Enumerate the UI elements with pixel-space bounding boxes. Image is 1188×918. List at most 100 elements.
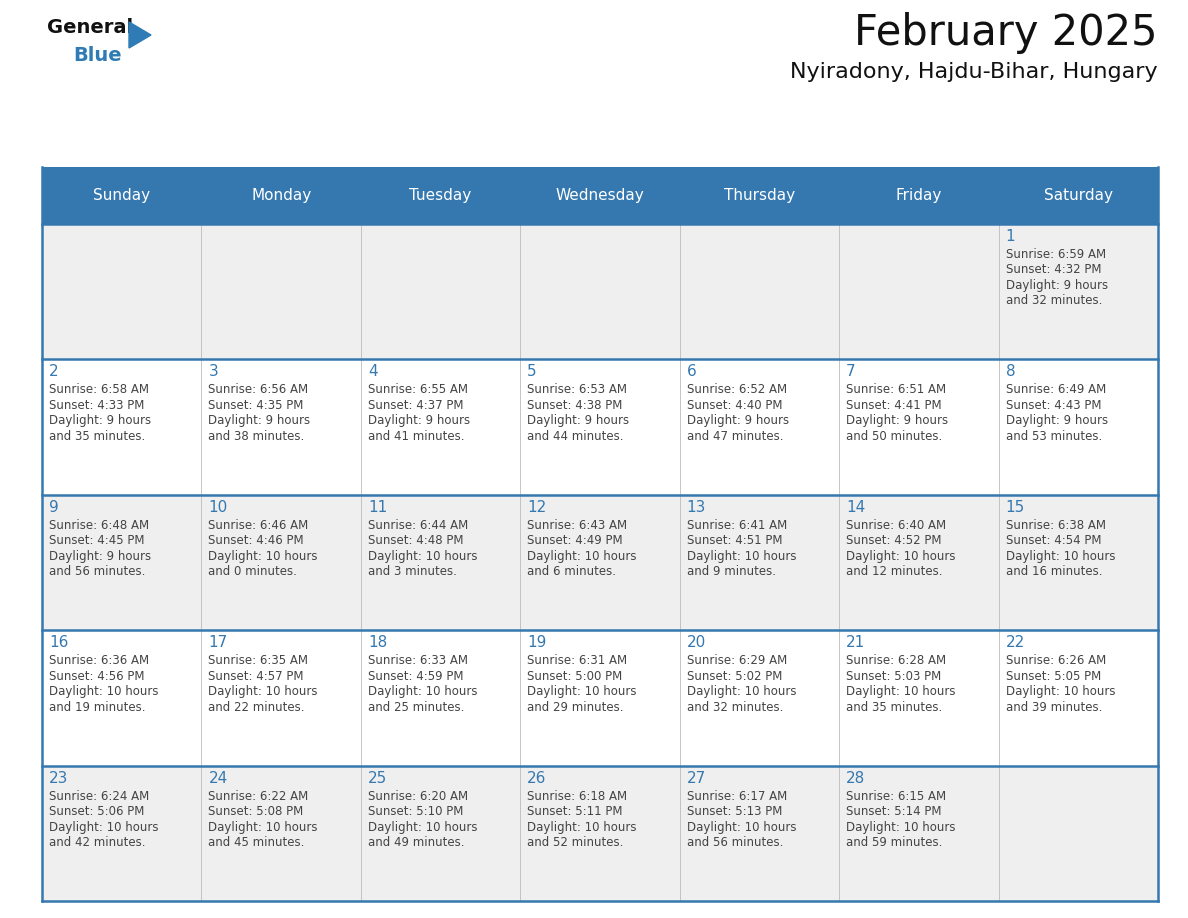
Text: Sunset: 4:46 PM: Sunset: 4:46 PM (208, 534, 304, 547)
Text: and 6 minutes.: and 6 minutes. (527, 565, 617, 578)
Text: 22: 22 (1005, 635, 1025, 651)
Text: 20: 20 (687, 635, 706, 651)
Text: Sunset: 4:35 PM: Sunset: 4:35 PM (208, 399, 304, 412)
Text: Saturday: Saturday (1044, 188, 1113, 203)
Text: Sunrise: 6:36 AM: Sunrise: 6:36 AM (49, 655, 150, 667)
Text: Sunset: 5:06 PM: Sunset: 5:06 PM (49, 805, 145, 819)
Text: 5: 5 (527, 364, 537, 379)
Text: Sunrise: 6:22 AM: Sunrise: 6:22 AM (208, 790, 309, 803)
Text: Daylight: 10 hours: Daylight: 10 hours (527, 821, 637, 834)
Text: Sunset: 4:32 PM: Sunset: 4:32 PM (1005, 263, 1101, 276)
Text: Daylight: 10 hours: Daylight: 10 hours (846, 821, 955, 834)
Text: Sunrise: 6:58 AM: Sunrise: 6:58 AM (49, 384, 148, 397)
Text: 9: 9 (49, 500, 58, 515)
Text: Sunrise: 6:56 AM: Sunrise: 6:56 AM (208, 384, 309, 397)
Text: Daylight: 10 hours: Daylight: 10 hours (846, 550, 955, 563)
Text: 2: 2 (49, 364, 58, 379)
Text: Sunrise: 6:24 AM: Sunrise: 6:24 AM (49, 790, 150, 803)
Text: Nyiradony, Hajdu-Bihar, Hungary: Nyiradony, Hajdu-Bihar, Hungary (790, 62, 1158, 82)
Text: 21: 21 (846, 635, 865, 651)
Text: and 0 minutes.: and 0 minutes. (208, 565, 297, 578)
Text: 25: 25 (368, 771, 387, 786)
Text: Sunset: 5:11 PM: Sunset: 5:11 PM (527, 805, 623, 819)
Text: and 53 minutes.: and 53 minutes. (1005, 430, 1101, 443)
Text: Sunrise: 6:52 AM: Sunrise: 6:52 AM (687, 384, 786, 397)
Text: and 9 minutes.: and 9 minutes. (687, 565, 776, 578)
Text: and 45 minutes.: and 45 minutes. (208, 836, 305, 849)
Text: 14: 14 (846, 500, 865, 515)
Text: Sunday: Sunday (93, 188, 150, 203)
Text: Daylight: 9 hours: Daylight: 9 hours (368, 415, 470, 428)
Text: Sunset: 5:02 PM: Sunset: 5:02 PM (687, 670, 782, 683)
Text: Sunrise: 6:43 AM: Sunrise: 6:43 AM (527, 519, 627, 532)
Text: 23: 23 (49, 771, 69, 786)
Text: 26: 26 (527, 771, 546, 786)
Text: Sunset: 4:57 PM: Sunset: 4:57 PM (208, 670, 304, 683)
Bar (42, 495, 1158, 631)
Text: Sunset: 5:08 PM: Sunset: 5:08 PM (208, 805, 304, 819)
Bar (42, 631, 1158, 766)
Text: Sunrise: 6:49 AM: Sunrise: 6:49 AM (1005, 384, 1106, 397)
Text: Daylight: 9 hours: Daylight: 9 hours (1005, 279, 1107, 292)
Text: Thursday: Thursday (723, 188, 795, 203)
Text: Monday: Monday (251, 188, 311, 203)
Text: 27: 27 (687, 771, 706, 786)
Text: Daylight: 10 hours: Daylight: 10 hours (208, 686, 318, 699)
Text: Sunset: 5:14 PM: Sunset: 5:14 PM (846, 805, 942, 819)
Text: Daylight: 10 hours: Daylight: 10 hours (687, 686, 796, 699)
Text: 10: 10 (208, 500, 228, 515)
Text: Sunrise: 6:53 AM: Sunrise: 6:53 AM (527, 384, 627, 397)
Text: Sunrise: 6:18 AM: Sunrise: 6:18 AM (527, 790, 627, 803)
Text: Sunset: 4:41 PM: Sunset: 4:41 PM (846, 399, 942, 412)
Text: Sunset: 5:13 PM: Sunset: 5:13 PM (687, 805, 782, 819)
Text: Daylight: 10 hours: Daylight: 10 hours (208, 550, 318, 563)
Text: Daylight: 9 hours: Daylight: 9 hours (687, 415, 789, 428)
Text: Sunset: 4:59 PM: Sunset: 4:59 PM (368, 670, 463, 683)
Bar (42, 167, 1158, 224)
Text: and 56 minutes.: and 56 minutes. (49, 565, 145, 578)
Text: 4: 4 (368, 364, 378, 379)
Text: Sunrise: 6:46 AM: Sunrise: 6:46 AM (208, 519, 309, 532)
Text: February 2025: February 2025 (854, 12, 1158, 54)
Text: and 19 minutes.: and 19 minutes. (49, 701, 145, 714)
Text: Daylight: 10 hours: Daylight: 10 hours (1005, 686, 1116, 699)
Text: Daylight: 9 hours: Daylight: 9 hours (1005, 415, 1107, 428)
Text: Sunrise: 6:29 AM: Sunrise: 6:29 AM (687, 655, 786, 667)
Text: Daylight: 9 hours: Daylight: 9 hours (49, 550, 151, 563)
Text: 12: 12 (527, 500, 546, 515)
Text: and 42 minutes.: and 42 minutes. (49, 836, 145, 849)
Text: and 52 minutes.: and 52 minutes. (527, 836, 624, 849)
Text: 17: 17 (208, 635, 228, 651)
Text: and 38 minutes.: and 38 minutes. (208, 430, 304, 443)
Text: Sunset: 5:03 PM: Sunset: 5:03 PM (846, 670, 941, 683)
Bar (42, 766, 1158, 901)
Text: Daylight: 10 hours: Daylight: 10 hours (687, 821, 796, 834)
Text: Sunset: 4:52 PM: Sunset: 4:52 PM (846, 534, 942, 547)
Text: Sunrise: 6:44 AM: Sunrise: 6:44 AM (368, 519, 468, 532)
Text: Sunrise: 6:48 AM: Sunrise: 6:48 AM (49, 519, 150, 532)
Text: and 29 minutes.: and 29 minutes. (527, 701, 624, 714)
Text: Sunrise: 6:26 AM: Sunrise: 6:26 AM (1005, 655, 1106, 667)
Text: Tuesday: Tuesday (410, 188, 472, 203)
Text: Sunset: 4:40 PM: Sunset: 4:40 PM (687, 399, 782, 412)
Text: and 35 minutes.: and 35 minutes. (49, 430, 145, 443)
Text: Sunset: 5:10 PM: Sunset: 5:10 PM (368, 805, 463, 819)
Text: and 3 minutes.: and 3 minutes. (368, 565, 456, 578)
Text: and 50 minutes.: and 50 minutes. (846, 430, 942, 443)
Text: Sunset: 5:05 PM: Sunset: 5:05 PM (1005, 670, 1101, 683)
Text: 19: 19 (527, 635, 546, 651)
Text: Daylight: 10 hours: Daylight: 10 hours (49, 821, 158, 834)
Text: Daylight: 9 hours: Daylight: 9 hours (527, 415, 630, 428)
Text: and 25 minutes.: and 25 minutes. (368, 701, 465, 714)
Text: 11: 11 (368, 500, 387, 515)
Text: Daylight: 9 hours: Daylight: 9 hours (49, 415, 151, 428)
Text: Sunrise: 6:15 AM: Sunrise: 6:15 AM (846, 790, 947, 803)
Text: and 59 minutes.: and 59 minutes. (846, 836, 942, 849)
Text: Daylight: 9 hours: Daylight: 9 hours (846, 415, 948, 428)
Text: and 56 minutes.: and 56 minutes. (687, 836, 783, 849)
Text: Sunset: 4:45 PM: Sunset: 4:45 PM (49, 534, 145, 547)
Text: Sunset: 4:56 PM: Sunset: 4:56 PM (49, 670, 145, 683)
Text: Sunset: 4:54 PM: Sunset: 4:54 PM (1005, 534, 1101, 547)
Text: Sunrise: 6:17 AM: Sunrise: 6:17 AM (687, 790, 786, 803)
Text: Daylight: 10 hours: Daylight: 10 hours (208, 821, 318, 834)
